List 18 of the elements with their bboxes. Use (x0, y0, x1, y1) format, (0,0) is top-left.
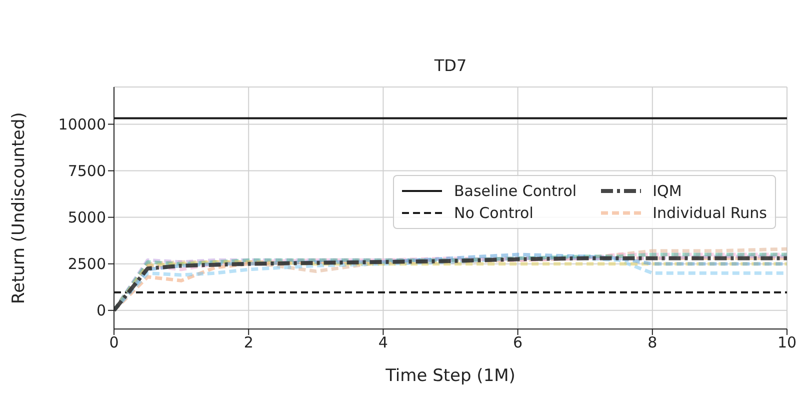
x-axis-title: Time Step (1M) (384, 366, 516, 386)
y-axis-title: Return (Undiscounted) (9, 112, 30, 304)
x-tick-label: 8 (648, 334, 658, 352)
y-tick-label: 10000 (58, 116, 106, 134)
x-tick-label: 4 (378, 334, 388, 352)
legend-label: IQM (652, 182, 682, 200)
y-tick-label: 5000 (68, 208, 106, 227)
y-tick-label: 2500 (68, 255, 106, 274)
legend-label: No Control (454, 204, 534, 222)
x-tick-label: 6 (513, 334, 523, 352)
legend-label: Baseline Control (454, 182, 577, 200)
chart-title: TD7 (433, 56, 468, 75)
x-tick-label: 0 (109, 334, 119, 352)
legend-label: Individual Runs (652, 204, 767, 222)
x-tick-label: 2 (244, 334, 254, 352)
x-tick-label: 10 (777, 334, 797, 352)
y-tick-label: 0 (96, 302, 106, 320)
y-tick-label: 7500 (68, 162, 106, 180)
